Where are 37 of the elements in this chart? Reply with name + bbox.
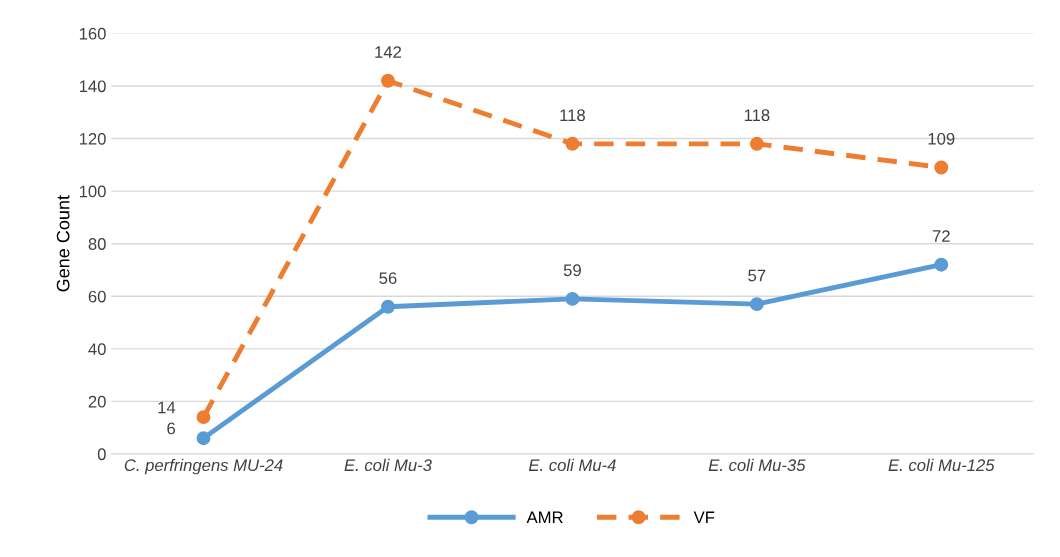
y-tick-label: 60 — [88, 290, 106, 303]
y-tick-label: 120 — [79, 132, 106, 145]
y-tick-label: 80 — [88, 238, 106, 250]
point — [749, 136, 764, 151]
y-tick-label: 160 — [79, 27, 106, 40]
y-tick-label: 140 — [79, 80, 106, 93]
x-tick-label: E. coli Mu-3 — [344, 458, 432, 472]
x-tick-label: E. coli Mu-4 — [528, 458, 616, 472]
point — [565, 136, 580, 151]
data-label: 57 — [748, 269, 766, 282]
x-tick-label: C. perfringens MU-24 — [124, 458, 283, 475]
point — [381, 299, 395, 314]
data-label: 118 — [560, 109, 585, 122]
y-tick-label: 20 — [88, 395, 106, 408]
legend-label: VF — [693, 511, 715, 524]
point — [196, 431, 211, 446]
point — [749, 297, 764, 312]
data-label: 56 — [379, 272, 397, 285]
legend-label: AMR — [526, 511, 563, 524]
data-label: 118 — [744, 109, 770, 122]
x-tick-label: E. coli Mu-35 — [708, 458, 806, 472]
point — [381, 73, 395, 88]
y-tick-label: 100 — [79, 185, 106, 198]
point — [934, 160, 949, 175]
data-label: 6 — [167, 422, 176, 435]
data-label: 142 — [375, 46, 402, 58]
point — [934, 257, 949, 272]
x-tick-label: E. coli Mu-125 — [888, 458, 995, 472]
y-tick-label: 40 — [88, 343, 106, 356]
point — [565, 291, 580, 306]
data-label: 109 — [928, 132, 955, 145]
y-axis-title: Gene Count — [56, 195, 70, 292]
data-label: 14 — [158, 401, 176, 414]
data-label: 72 — [932, 230, 950, 242]
y-tick-label: 0 — [97, 448, 106, 461]
data-label: 59 — [563, 264, 581, 277]
point — [196, 410, 211, 425]
